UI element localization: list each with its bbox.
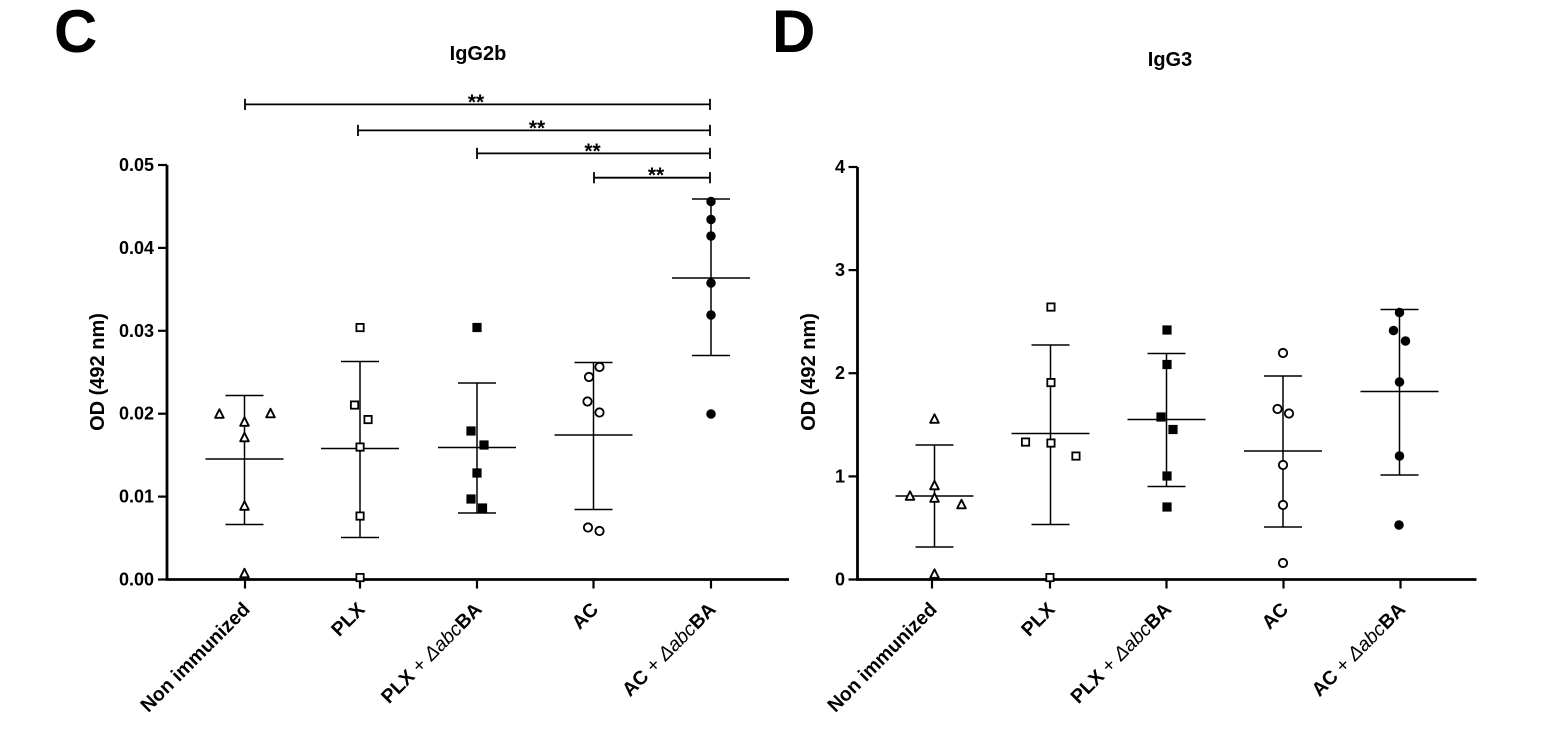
svg-text:IgG2b: IgG2b [450,43,507,65]
svg-text:0.00: 0.00 [119,570,154,590]
svg-text:4: 4 [835,157,845,177]
svg-text:D: D [772,0,815,65]
svg-text:IgG3: IgG3 [1148,49,1192,71]
svg-text:OD (492 nm): OD (492 nm) [87,313,109,431]
svg-text:**: ** [584,140,601,163]
svg-text:0.02: 0.02 [119,404,154,424]
svg-text:0: 0 [835,570,845,590]
svg-text:C: C [54,0,97,65]
svg-text:3: 3 [835,260,845,280]
svg-text:OD (492 nm): OD (492 nm) [798,313,820,431]
svg-text:**: ** [529,117,546,140]
svg-text:0.01: 0.01 [119,487,154,507]
svg-text:**: ** [468,91,485,114]
svg-text:2: 2 [835,363,845,383]
svg-text:0.04: 0.04 [119,238,154,258]
svg-text:0.05: 0.05 [119,155,154,175]
svg-text:**: ** [648,164,665,187]
svg-text:1: 1 [835,466,845,486]
svg-text:0.03: 0.03 [119,321,154,341]
